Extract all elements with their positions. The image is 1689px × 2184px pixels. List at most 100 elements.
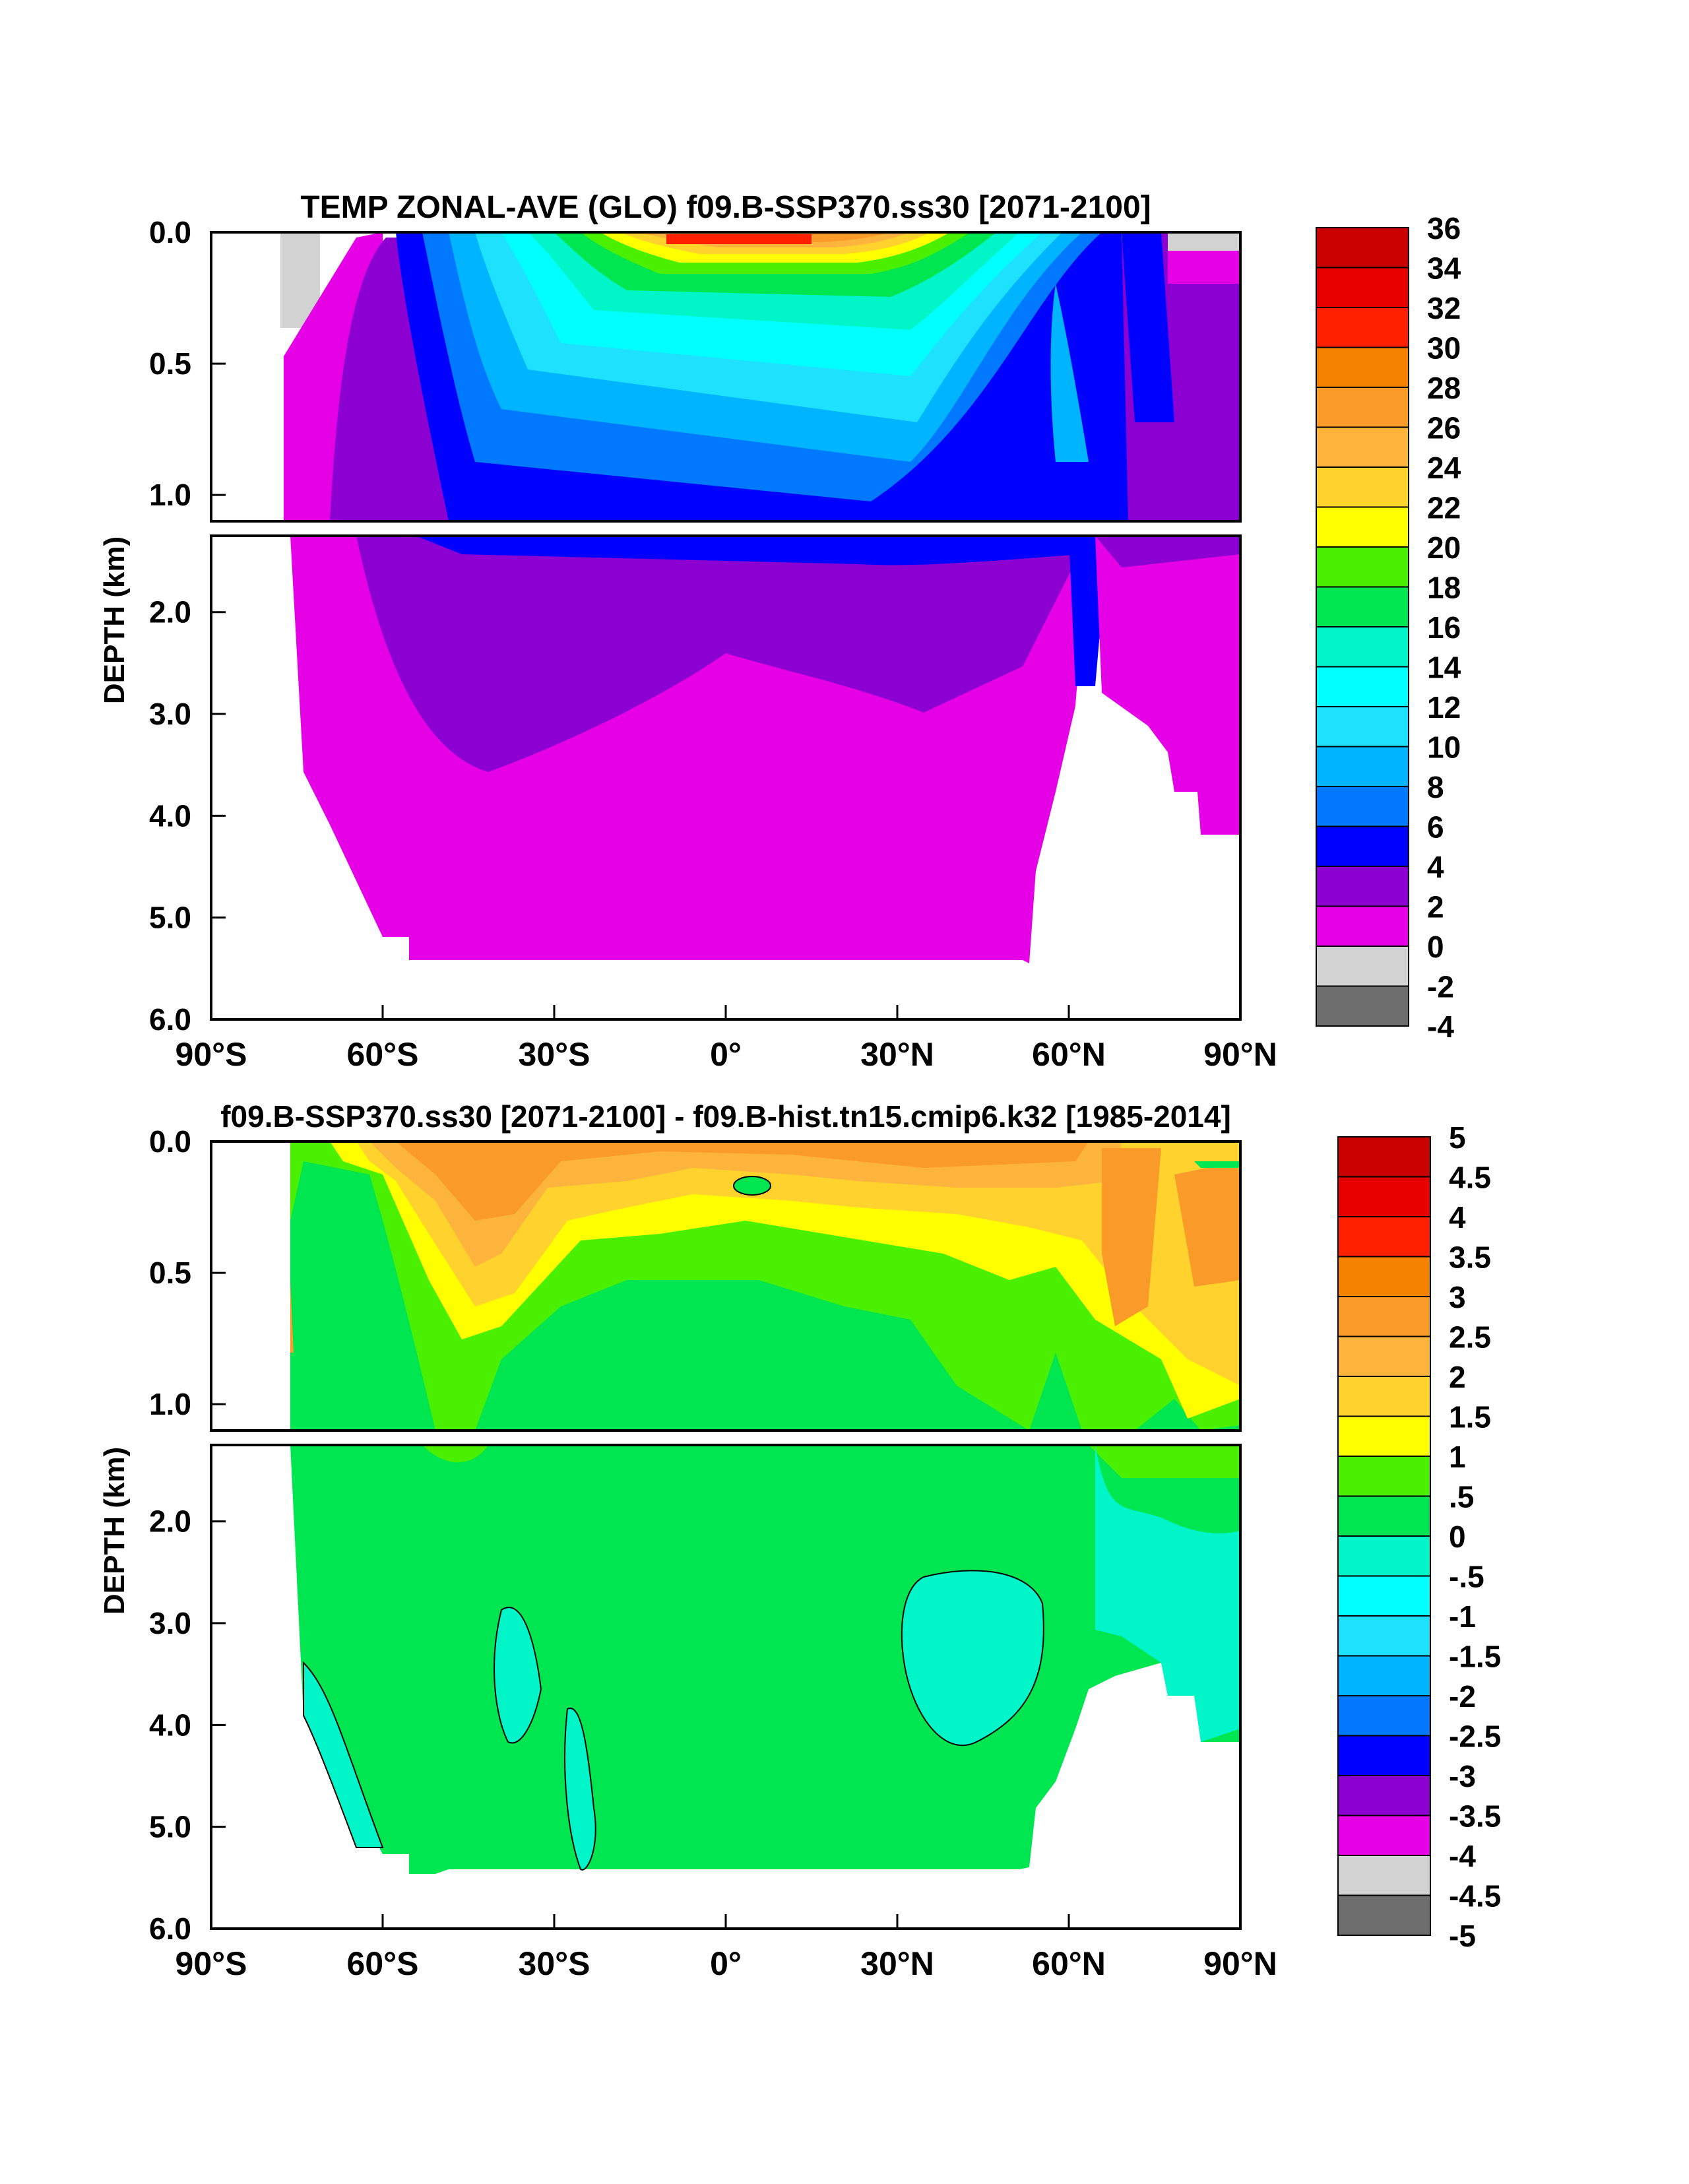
colorbar-swatch [1316,227,1409,269]
x-tick-label: 30°S [519,1036,590,1073]
colorbar-swatch [1316,666,1409,707]
colorbar-label: 36 [1427,211,1461,245]
colorbar-label: .5 [1449,1480,1474,1514]
colorbar-swatch [1337,1535,1431,1577]
y-tick-label: 1.0 [149,478,191,512]
x-tick-label: 30°N [860,1945,934,1982]
y-tick-label: 0.5 [149,346,191,381]
deep-anomaly-band-0.5-1 [422,1445,488,1463]
anomaly-band-2.5-3 [369,1141,1122,1267]
colorbar-label: -4.5 [1449,1879,1501,1913]
colorbar-swatch [1316,387,1409,428]
arctic-anomaly-patch [1194,1161,1240,1168]
colorbar-label: 4 [1449,1200,1466,1235]
anomaly-cold-patch-70s [303,1661,384,1848]
y-tick-label: 1.0 [149,1387,191,1421]
colorbar-swatch [1316,946,1409,987]
colorbar-swatch [1316,626,1409,668]
colorbar-swatch [1316,346,1409,388]
colorbar-swatch [1337,1456,1431,1497]
colorbar-swatch [1316,506,1409,548]
colorbar-label: 4 [1427,850,1444,884]
panel-frame [210,1140,1242,1432]
colorbar-swatch [1337,1615,1431,1657]
colorbar-swatch [1316,985,1409,1027]
colorbar-swatch [1337,1415,1431,1457]
anomaly-cold-patch-30n [901,1570,1044,1747]
colorbar-swatch [1337,1735,1431,1776]
colorbar-label: 22 [1427,491,1461,525]
arctic-temp-band-4-6 [1122,232,1174,422]
colorbar-swatch [1337,1376,1431,1417]
x-tick-label: 90°N [1203,1036,1277,1073]
y-tick-label: 4.0 [149,1708,191,1742]
colorbar-label: 16 [1427,610,1461,645]
colorbar-swatch [1316,746,1409,787]
colorbar-label: 6 [1427,810,1444,845]
y-tick-label: 3.0 [149,1606,191,1640]
chart-title: f09.B-SSP370.ss30 [2071-2100] - f09.B-hi… [220,1099,1231,1134]
y-tick-label: 6.0 [149,1002,191,1037]
colorbar-label: 24 [1427,451,1461,485]
colorbar-label: -4 [1427,1010,1454,1044]
y-ticks-upper: 0.0 0.5 1.0 [149,1124,226,1421]
land-mask [211,1141,290,1430]
colorbar: 54.543.532.521.51.50-.5-1-1.5-2-2.5-3-3.… [1337,1120,1501,1953]
deep-temp-band-4-6 [416,536,1089,565]
colorbar-swatch [1337,1335,1431,1377]
colorbar-label: 8 [1427,770,1444,804]
arctic-surface-band [1168,251,1240,284]
colorbar-label: 2 [1449,1360,1466,1394]
y-ticks-lower: 2.0 3.0 4.0 5.0 6.0 [149,1504,226,1946]
colorbar-swatch [1316,825,1409,867]
x-tick-label: 30°S [519,1945,590,1982]
y-ticks-upper: 0.0 0.5 1.0 [149,215,226,512]
arctic-deep-band-0.5-1 [1089,1445,1240,1478]
colorbar-label: 3 [1449,1280,1466,1314]
colorbar-label: 10 [1427,730,1461,765]
colorbar-swatch [1316,706,1409,748]
x-tick-label: 60°N [1032,1036,1106,1073]
x-ticks: 90°S 60°S 30°S 0° 30°N 60°N 90°N [175,1005,1277,1073]
temp-band-28-30 [666,234,812,244]
colorbar-label: 0 [1449,1520,1466,1554]
colorbar-label: 32 [1427,291,1461,325]
y-ticks-lower: 2.0 3.0 4.0 5.0 6.0 [149,595,226,1037]
colorbar-label: 18 [1427,571,1461,605]
anomaly-band-3-3.5 [396,1141,1089,1221]
colorbar-swatch [1337,1495,1431,1537]
colorbar-label: -2 [1427,970,1454,1004]
y-tick-label: 0.0 [149,1124,191,1159]
arctic-deep-band-neg0.5-0 [1095,1445,1240,1742]
colorbar-swatch [1337,1256,1431,1297]
x-tick-label: 60°N [1032,1945,1106,1982]
colorbar-label: 2 [1427,890,1444,924]
colorbar-swatch [1316,466,1409,508]
colorbar-label: -3.5 [1449,1799,1501,1834]
x-ticks: 90°S 60°S 30°S 0° 30°N 60°N 90°N [175,1914,1277,1982]
colorbar-label: -1 [1449,1599,1476,1634]
y-tick-label: 3.0 [149,697,191,731]
colorbar-label: -4 [1449,1839,1476,1873]
colorbar-swatch [1316,905,1409,947]
equatorial-anomaly-patch [733,1176,771,1196]
colorbar-label: -1.5 [1449,1640,1501,1674]
colorbar-label: 5 [1449,1120,1466,1155]
arctic-deep-band-0-2 [1095,536,1240,835]
colorbar-label: -3 [1449,1759,1476,1793]
colorbar-label: 3.5 [1449,1240,1491,1275]
x-tick-label: 90°S [175,1945,247,1982]
x-tick-label: 0° [710,1945,742,1982]
colorbar-swatch [1316,307,1409,348]
x-tick-label: 60°S [347,1945,419,1982]
colorbar-label: 30 [1427,331,1461,366]
x-tick-label: 60°S [347,1036,419,1073]
colorbar-swatch [1337,1216,1431,1258]
colorbar-swatch [1316,546,1409,588]
colorbar-swatch [1337,1775,1431,1816]
y-tick-label: 5.0 [149,1810,191,1844]
anomaly-band-2-2.5 [356,1141,1240,1386]
colorbar-label: -.5 [1449,1560,1484,1594]
